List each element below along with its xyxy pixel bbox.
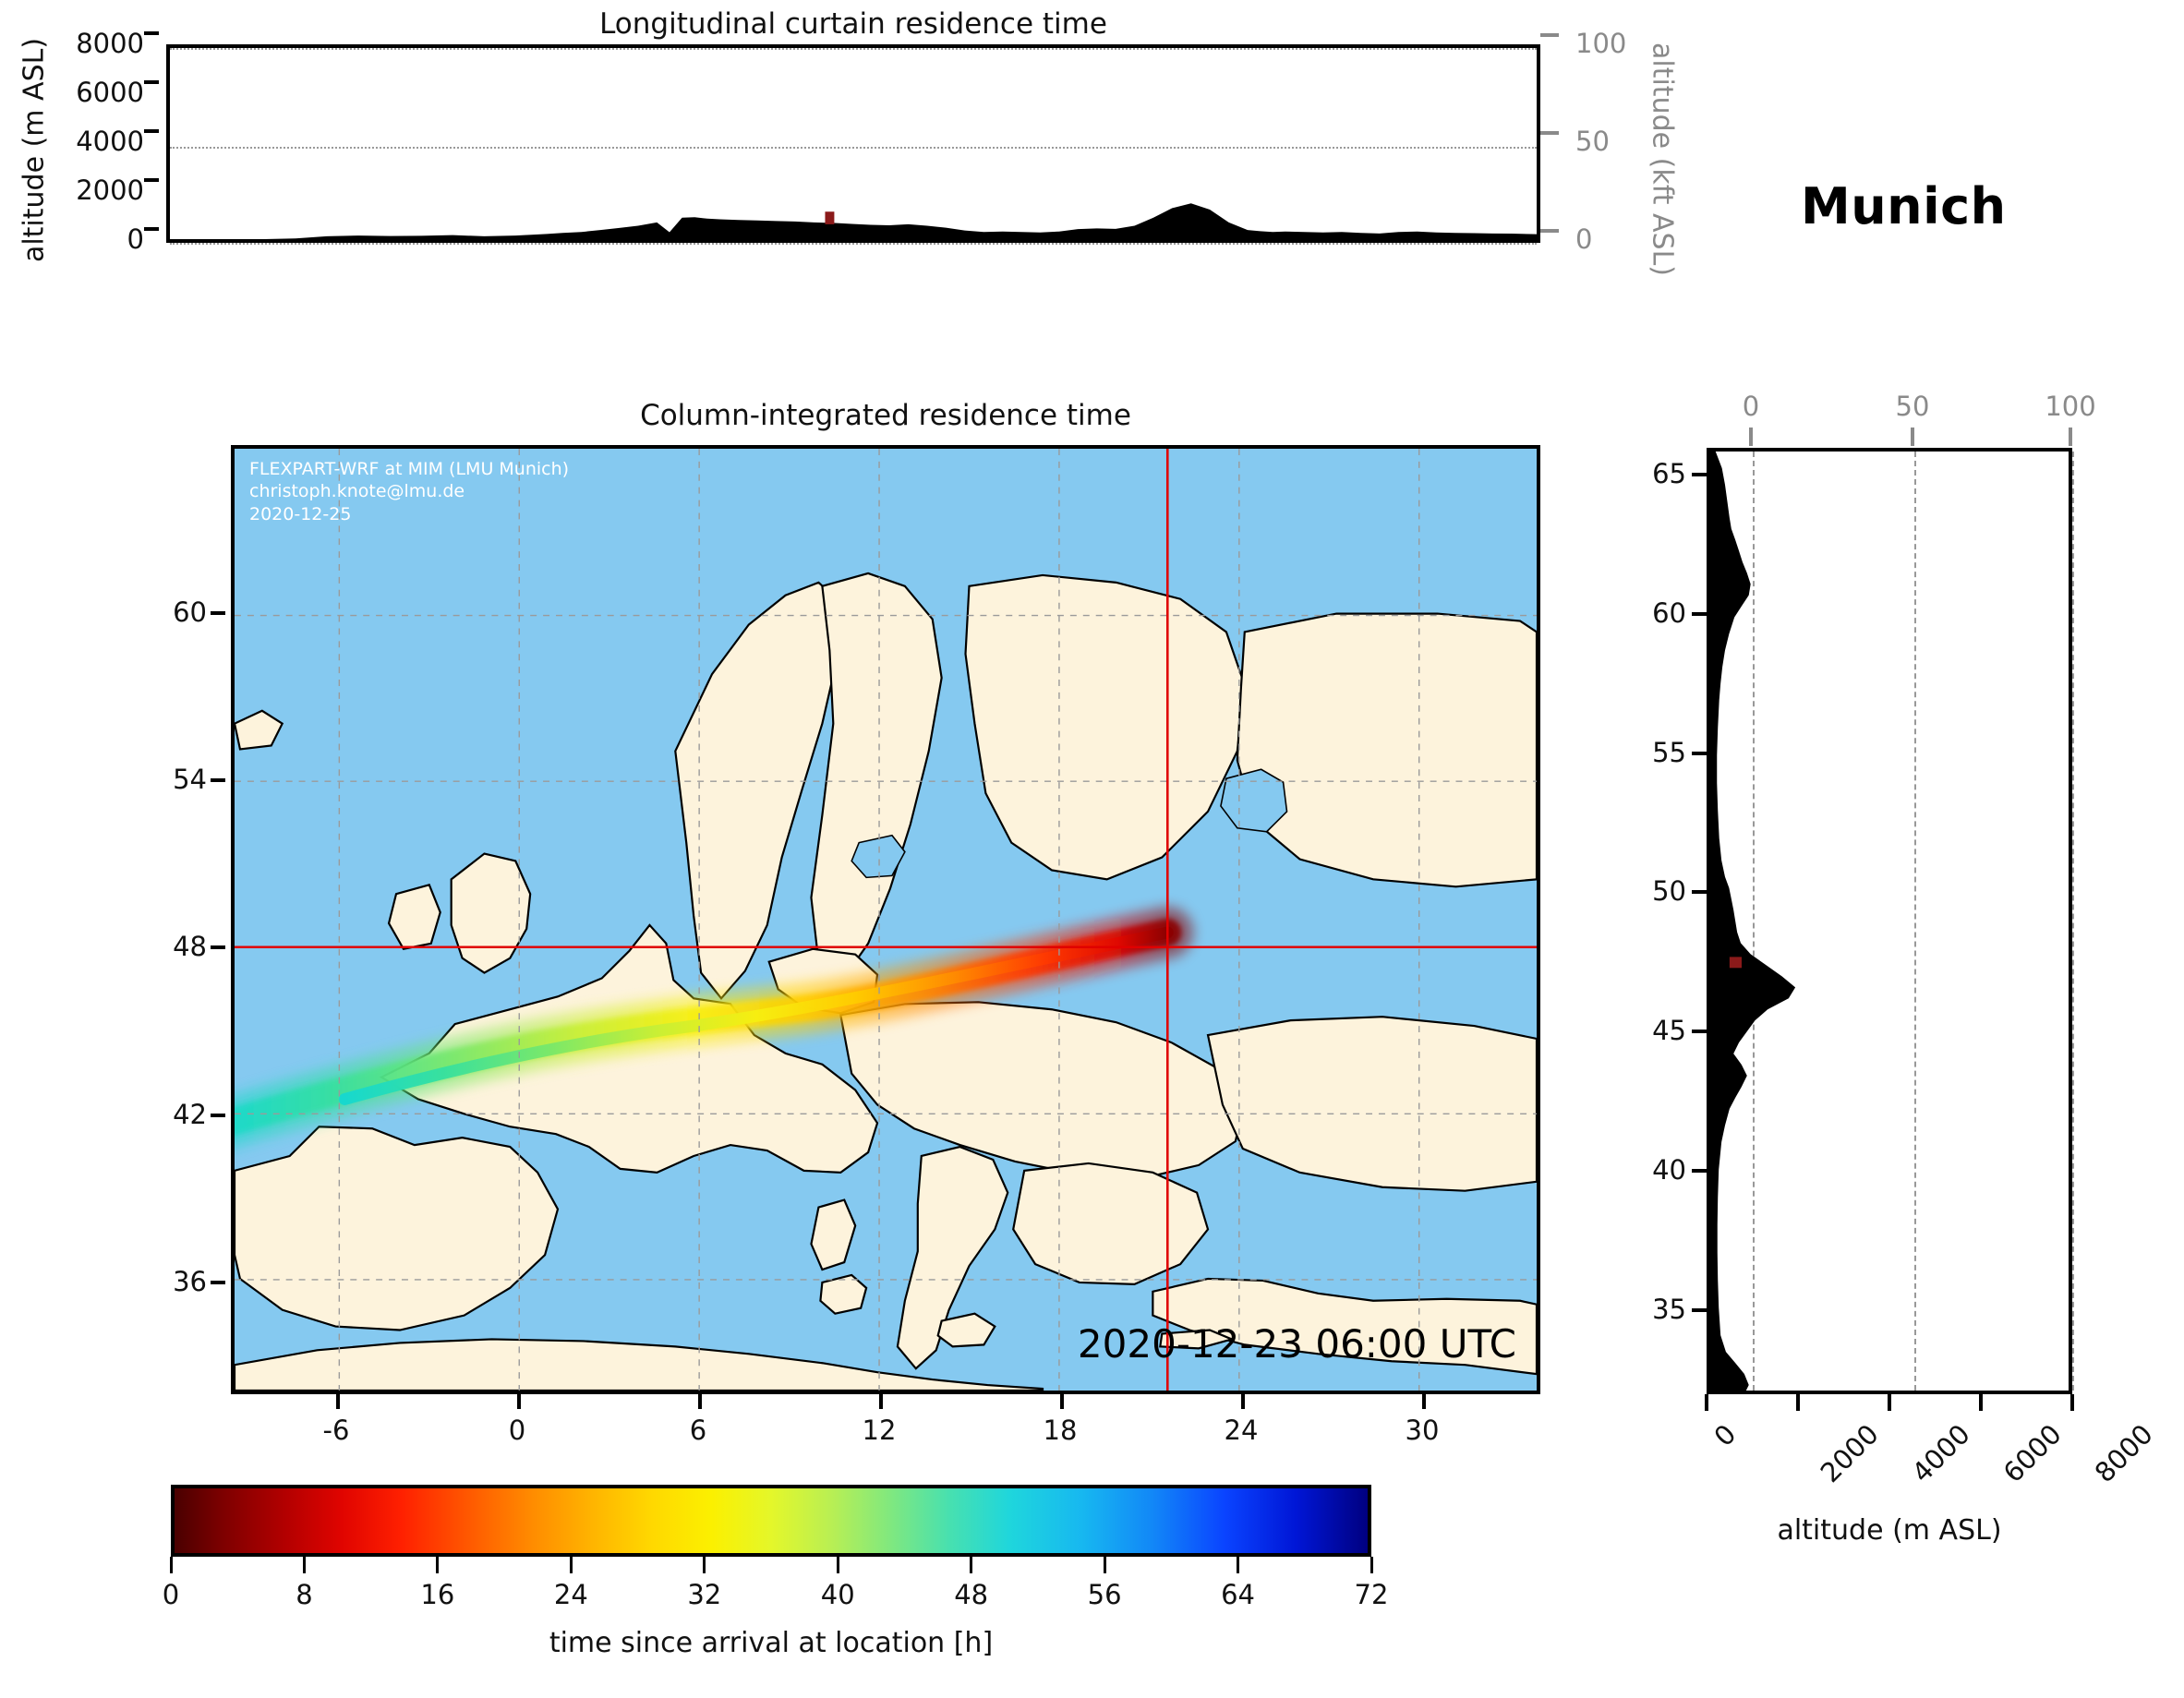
lat-tick-65: 65 [1652,458,1686,489]
map-xtick--6: -6 [322,1415,350,1446]
map-yaxis: 60 54 48 42 36 [0,445,225,1394]
lat-xtickmark [1705,1394,1708,1411]
colorbar-ticklabel: 64 [1221,1579,1255,1610]
map-ytick-54: 54 [173,764,207,795]
map-panel-title: Column-integrated residence time [640,399,1131,432]
landmass-group [235,572,1537,1391]
top-panel-title: Longitudinal curtain residence time [599,7,1107,41]
colorbar [171,1485,1371,1557]
map-ytick-48: 48 [173,931,207,962]
colorbar-tickmark [836,1557,839,1573]
ytick-0: 0 [127,223,144,255]
colorbar-tickmark [1370,1557,1373,1573]
colorbar-tickmark [703,1557,706,1573]
colorbar-tickmark [302,1557,306,1573]
right-panel-xlabel: altitude (m ASL) [1777,1514,2002,1547]
top-panel-right-axis: 100 50 0 [1540,28,1651,255]
colorbar-tickmark [169,1557,173,1573]
map-xtick-6: 6 [689,1415,707,1446]
colorbar-tickmark [436,1557,440,1573]
colorbar-ticklabel: 32 [687,1579,722,1610]
colorbar-gradient [175,1488,1368,1553]
lat-xtickmark [1979,1394,1983,1411]
ytick-2000: 2000 [76,175,144,206]
map-credit-annotation: FLEXPART-WRF at MIM (LMU Munich) christo… [249,459,570,524]
lat-xticklabel: 8000 [2088,1418,2159,1489]
colorbar-ticklabel: 24 [553,1579,588,1610]
colorbar-ticklabel: 40 [820,1579,855,1610]
ytick2-100: 100 [1575,28,1627,59]
column-integrated-map[interactable]: FLEXPART-WRF at MIM (LMU Munich) christo… [231,445,1540,1394]
latitudinal-curtain-plot [1707,448,2074,1394]
right-panel-xaxis: 0 2000 4000 6000 8000 [1705,1394,2159,1505]
lat-xticklabel: 4000 [1905,1418,1976,1489]
colorbar-ticklabel: 0 [162,1579,180,1610]
map-xtick-18: 18 [1043,1415,1078,1446]
colorbar-label: time since arrival at location [h] [549,1627,994,1659]
lat-tick-60: 60 [1652,597,1686,629]
ytick2-0: 0 [1575,223,1593,255]
colorbar-ticklabel: 72 [1354,1579,1389,1610]
top-panel-ylabel-secondary: altitude (kft ASL) [1646,42,1679,277]
lat-xticklabel: 0 [1707,1418,1743,1453]
ytick-8000: 8000 [76,28,144,59]
lat-xtickmark [1888,1394,1891,1411]
lat-xticklabel: 2000 [1814,1418,1885,1489]
ytick-4000: 4000 [76,126,144,157]
station-title: Munich [1801,177,2007,235]
lat-tick-45: 45 [1652,1015,1686,1046]
colorbar-tickmark [1237,1557,1240,1573]
colorbar-ticklabel: 8 [296,1579,313,1610]
right-panel-yaxis: 65 60 55 50 45 40 35 [1588,448,1707,1394]
map-ytick-42: 42 [173,1099,207,1130]
lat-xticklabel: 6000 [1997,1418,2068,1489]
top-panel-left-axis: 8000 6000 4000 2000 0 [0,28,159,255]
lat-xtick2-0: 0 [1742,391,1760,422]
longitudinal-curtain-plot [166,44,1540,245]
map-timestamp: 2020-12-23 06:00 UTC [1077,1321,1516,1367]
map-xtick-12: 12 [862,1415,897,1446]
lakes-group [851,768,1288,879]
release-crosshair [235,449,1537,1391]
map-xtick-24: 24 [1224,1415,1259,1446]
top-panel-ylabel: altitude (m ASL) [18,37,51,263]
lat-xtickmark [1796,1394,1800,1411]
right-panel-top-axis: 0 50 100 [1707,374,2096,448]
colorbar-tickmark [569,1557,573,1573]
map-ytick-60: 60 [173,596,207,628]
plume-trajectory [235,907,1194,1149]
lat-tick-40: 40 [1652,1154,1686,1186]
lat-tick-35: 35 [1652,1294,1686,1325]
colorbar-tickmark [970,1557,973,1573]
lat-tick-50: 50 [1652,875,1686,907]
map-xtick-0: 0 [508,1415,526,1446]
latitude-profile-silhouette [1710,452,1796,1391]
colorbar-ticks: 0 8 16 24 32 40 48 56 64 72 [163,1557,1388,1621]
map-xaxis: -6 0 6 12 18 24 30 [231,1394,1540,1459]
lat-xtick2-50: 50 [1895,391,1930,422]
map-ytick-36: 36 [173,1266,207,1297]
colorbar-tickmark [1103,1557,1106,1573]
lat-xtickmark [2070,1394,2074,1411]
ytick2-50: 50 [1575,126,1610,157]
ytick-6000: 6000 [76,77,144,108]
terrain-silhouette [170,203,1537,239]
lat-xtick2-100: 100 [2045,391,2096,422]
colorbar-ticklabel: 48 [954,1579,989,1610]
lat-tick-55: 55 [1652,737,1686,768]
colorbar-ticklabel: 56 [1087,1579,1122,1610]
colorbar-ticklabel: 16 [420,1579,455,1610]
map-xtick-30: 30 [1405,1415,1440,1446]
